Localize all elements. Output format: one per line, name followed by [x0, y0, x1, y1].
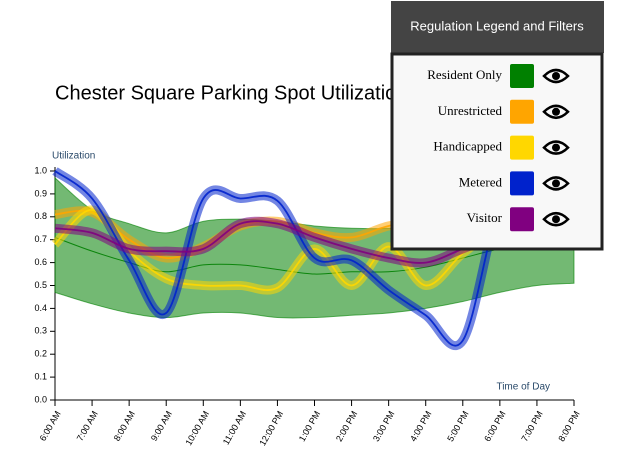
y-tick-label: 0.2	[34, 349, 47, 359]
eye-icon[interactable]	[542, 140, 570, 155]
legend-label: Resident Only	[427, 67, 502, 82]
y-tick-label: 0.3	[34, 326, 47, 336]
x-tick-label: 6:00 PM	[482, 409, 507, 443]
y-tick-label: 0.9	[34, 188, 47, 198]
y-tick-label: 0.0	[34, 394, 47, 404]
y-tick-label: 0.8	[34, 211, 47, 221]
x-axis-label: Time of Day	[496, 382, 550, 393]
visibility-toggle[interactable]	[542, 104, 570, 120]
x-tick-label: 5:00 PM	[445, 409, 470, 443]
y-tick-label: 1.0	[34, 165, 47, 175]
x-tick-label: 10:00 AM	[183, 409, 211, 447]
series-line	[54, 168, 575, 347]
x-tick-label: 7:00 AM	[75, 409, 100, 443]
x-tick-label: 11:00 AM	[221, 409, 248, 446]
x-tick-label: 6:00 AM	[38, 409, 63, 443]
eye-pupil[interactable]	[552, 143, 560, 152]
legend-header	[391, 1, 604, 53]
legend-swatch	[510, 171, 534, 196]
x-tick-label: 8:00 AM	[112, 409, 137, 443]
eye-pupil[interactable]	[552, 215, 560, 224]
y-tick-label: 0.6	[34, 257, 47, 267]
eye-pupil[interactable]	[552, 179, 560, 188]
eye-icon[interactable]	[542, 68, 570, 84]
legend-swatch	[510, 135, 534, 160]
legend-swatch	[510, 99, 534, 124]
legend-swatch	[510, 64, 534, 88]
x-tick-label: 2:00 PM	[334, 409, 359, 443]
y-tick-label: 0.7	[34, 234, 47, 244]
visibility-toggle[interactable]	[542, 211, 570, 227]
x-tick-label: 7:00 PM	[519, 409, 544, 443]
legend-label: Handicapped	[433, 139, 502, 154]
legend-body	[390, 52, 604, 251]
x-tick-label: 8:00 PM	[556, 409, 581, 443]
visibility-toggle[interactable]	[542, 68, 570, 84]
legend-title: Regulation Legend and Filters	[410, 18, 584, 33]
legend-label: Metered	[459, 174, 503, 189]
visibility-toggle[interactable]	[542, 176, 570, 191]
y-axis-label: Utilization	[52, 151, 95, 162]
x-tick-label: 1:00 PM	[297, 409, 322, 443]
x-tick-label: 12:00 PM	[257, 409, 285, 447]
visibility-toggle[interactable]	[542, 140, 570, 155]
eye-icon[interactable]	[542, 176, 570, 191]
y-tick-label: 0.4	[34, 303, 47, 313]
legend-swatch	[510, 207, 534, 232]
y-tick-label: 0.1	[34, 371, 47, 381]
eye-icon[interactable]	[542, 211, 570, 227]
eye-pupil[interactable]	[552, 107, 560, 116]
legend-panel: Regulation Legend and Filters Resident O…	[390, 1, 604, 251]
eye-pupil[interactable]	[552, 72, 560, 80]
x-tick-label: 9:00 AM	[149, 409, 174, 443]
y-tick-label: 0.5	[34, 280, 47, 290]
legend-label: Visitor	[467, 210, 503, 225]
eye-icon[interactable]	[542, 104, 570, 120]
legend-label: Unrestricted	[438, 103, 503, 118]
x-tick-label: 4:00 PM	[408, 409, 433, 443]
x-tick-label: 3:00 PM	[371, 409, 396, 443]
